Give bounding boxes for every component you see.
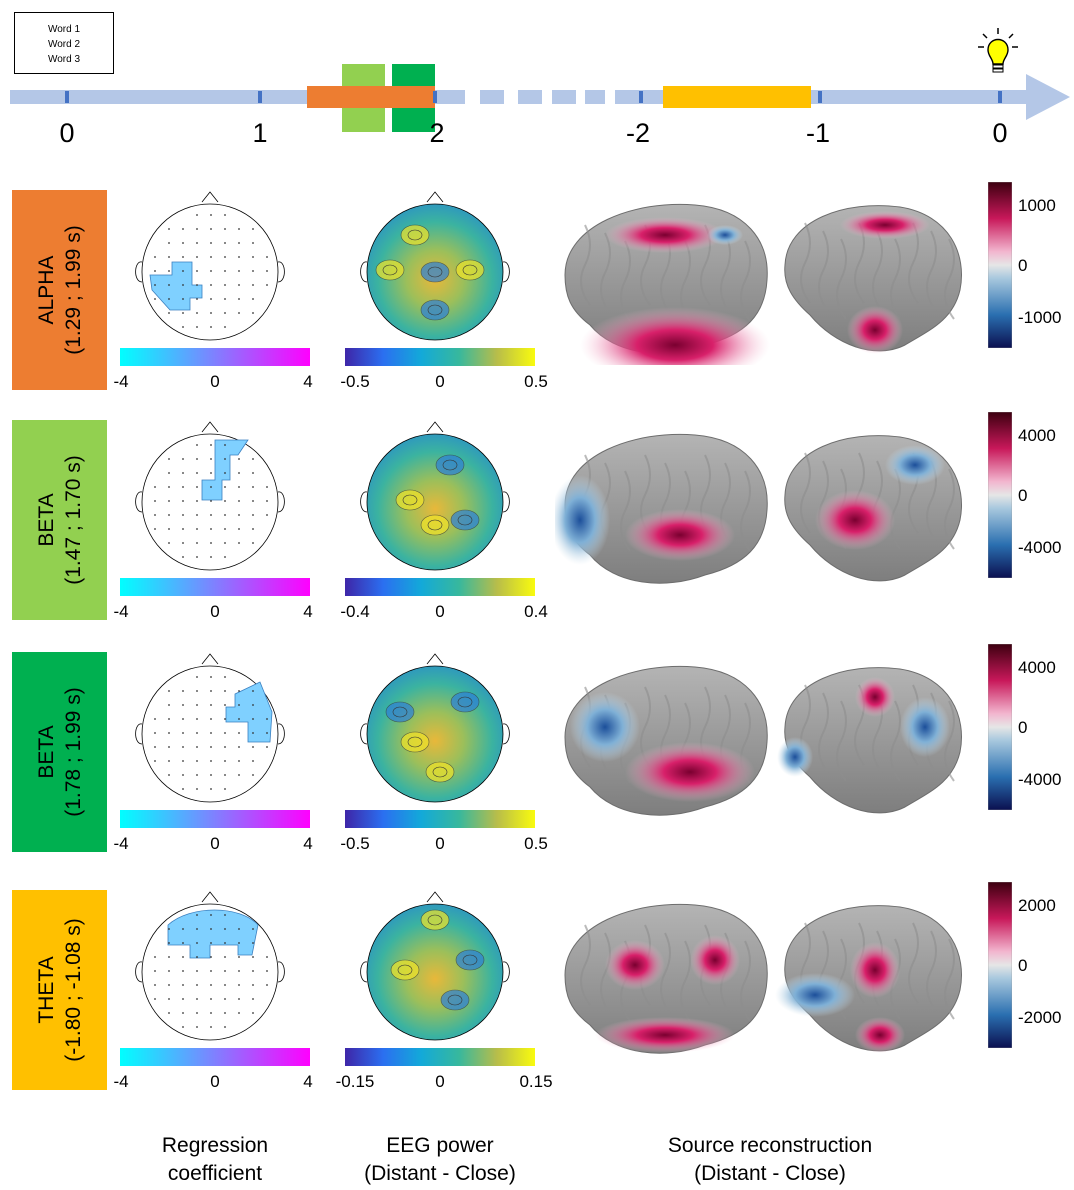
eeg-topomap <box>355 890 515 1055</box>
tick-label: 0 <box>992 118 1008 148</box>
band-name: ALPHA <box>34 255 58 325</box>
band-window: (1.47 ; 1.70 s) <box>61 455 85 585</box>
colorbar-tick: -0.4 <box>340 602 370 621</box>
footer-source: Source reconstruction (Distant - Close) <box>667 1134 873 1185</box>
colorbar-tick: 4000 <box>1018 426 1056 445</box>
colorbar-tick: 0 <box>1018 718 1028 737</box>
colorbar-tick: -4000 <box>1018 538 1062 557</box>
arrow-head-icon <box>1026 74 1070 120</box>
colorbar-tick: -1000 <box>1018 308 1062 327</box>
regression-topomap <box>130 652 290 817</box>
colorbar-tick: -0.15 <box>335 1072 375 1091</box>
colorbar-tick: 0 <box>210 372 220 391</box>
brain-surfaces <box>555 195 975 383</box>
lightbulb-icon <box>978 28 1018 73</box>
colorbar-tick: 4000 <box>1018 658 1056 677</box>
regression-colorbar <box>120 810 310 828</box>
colorbar-tick: 0 <box>210 834 220 853</box>
colorbar-tick: -4000 <box>1018 770 1062 789</box>
word-2: Word 2 <box>47 39 81 50</box>
colorbar-tick: -0.5 <box>340 834 370 853</box>
colorbar-tick: -4 <box>113 372 129 391</box>
source-colorbar <box>988 882 1012 1048</box>
brain-surfaces <box>555 895 975 1070</box>
colorbar-tick: 0 <box>435 372 445 391</box>
band-label: THETA (-1.80 ; -1.08 s) <box>12 890 107 1090</box>
timeline-axis <box>10 28 1070 132</box>
eeg-colorbar <box>345 348 535 366</box>
source-colorbar <box>988 182 1012 348</box>
colorbar-tick: 0.15 <box>519 1072 553 1091</box>
tick-label: 2 <box>429 118 445 148</box>
colorbar-tick: 0 <box>1018 486 1028 505</box>
brain-surfaces <box>555 657 975 832</box>
band-window: (-1.80 ; -1.08 s) <box>61 918 85 1062</box>
colorbar-tick: 0 <box>435 1072 445 1091</box>
regression-topomap <box>130 890 290 1055</box>
band-label: BETA (1.47 ; 1.70 s) <box>12 420 107 620</box>
band-name: BETA <box>34 493 58 547</box>
colorbar-tick: 1000 <box>1018 196 1056 215</box>
colorbar-tick: 0.5 <box>524 372 548 391</box>
regression-colorbar <box>120 348 310 366</box>
colorbar-tick: -2000 <box>1018 1008 1062 1027</box>
tick-label: 1 <box>252 118 268 148</box>
colorbar-tick: 4 <box>303 834 313 853</box>
eeg-topomap <box>355 652 515 817</box>
colorbar-tick: 4 <box>303 1072 313 1091</box>
band-label: BETA (1.78 ; 1.99 s) <box>12 652 107 852</box>
eeg-colorbar <box>345 810 535 828</box>
theta-window <box>663 86 811 108</box>
colorbar-tick: -4 <box>113 1072 129 1091</box>
alpha-window <box>307 86 435 108</box>
brain-surfaces <box>550 425 975 600</box>
footer-eeg: EEG power (Distant - Close) <box>364 1134 516 1185</box>
colorbar-tick: 0 <box>435 602 445 621</box>
band-window: (1.29 ; 1.99 s) <box>61 225 85 355</box>
word-3: Word 3 <box>47 54 81 65</box>
colorbar-tick: 4 <box>303 602 313 621</box>
source-colorbar <box>988 412 1012 578</box>
eeg-topomap <box>355 420 515 585</box>
colorbar-tick: 0 <box>210 602 220 621</box>
colorbar-tick: -4 <box>113 602 129 621</box>
footer-regression: Regression coefficient <box>161 1134 269 1185</box>
tick-label: -1 <box>805 118 831 148</box>
regression-colorbar <box>120 1048 310 1066</box>
word-list-box: Word 1 Word 2 Word 3 <box>14 12 114 74</box>
colorbar-tick: 0 <box>1018 256 1028 275</box>
eeg-topomap <box>355 190 515 355</box>
band-name: BETA <box>34 725 58 779</box>
colorbar-tick: 0.4 <box>524 602 548 621</box>
source-colorbar <box>988 644 1012 810</box>
colorbar-tick: 0.5 <box>524 834 548 853</box>
colorbar-tick: -4 <box>113 834 129 853</box>
band-name: THETA <box>34 956 58 1024</box>
regression-colorbar <box>120 578 310 596</box>
regression-topomap <box>130 420 290 585</box>
eeg-colorbar <box>345 578 535 596</box>
colorbar-tick: 0 <box>1018 956 1028 975</box>
regression-topomap <box>130 190 290 355</box>
word-1: Word 1 <box>47 24 81 35</box>
colorbar-tick: 0 <box>210 1072 220 1091</box>
colorbar-tick: -0.5 <box>340 372 370 391</box>
band-window: (1.78 ; 1.99 s) <box>61 687 85 817</box>
colorbar-tick: 2000 <box>1018 896 1056 915</box>
tick-label: -2 <box>625 118 651 148</box>
eeg-colorbar <box>345 1048 535 1066</box>
tick-label: 0 <box>59 118 75 148</box>
colorbar-tick: 0 <box>435 834 445 853</box>
colorbar-tick: 4 <box>303 372 313 391</box>
band-label: ALPHA (1.29 ; 1.99 s) <box>12 190 107 390</box>
